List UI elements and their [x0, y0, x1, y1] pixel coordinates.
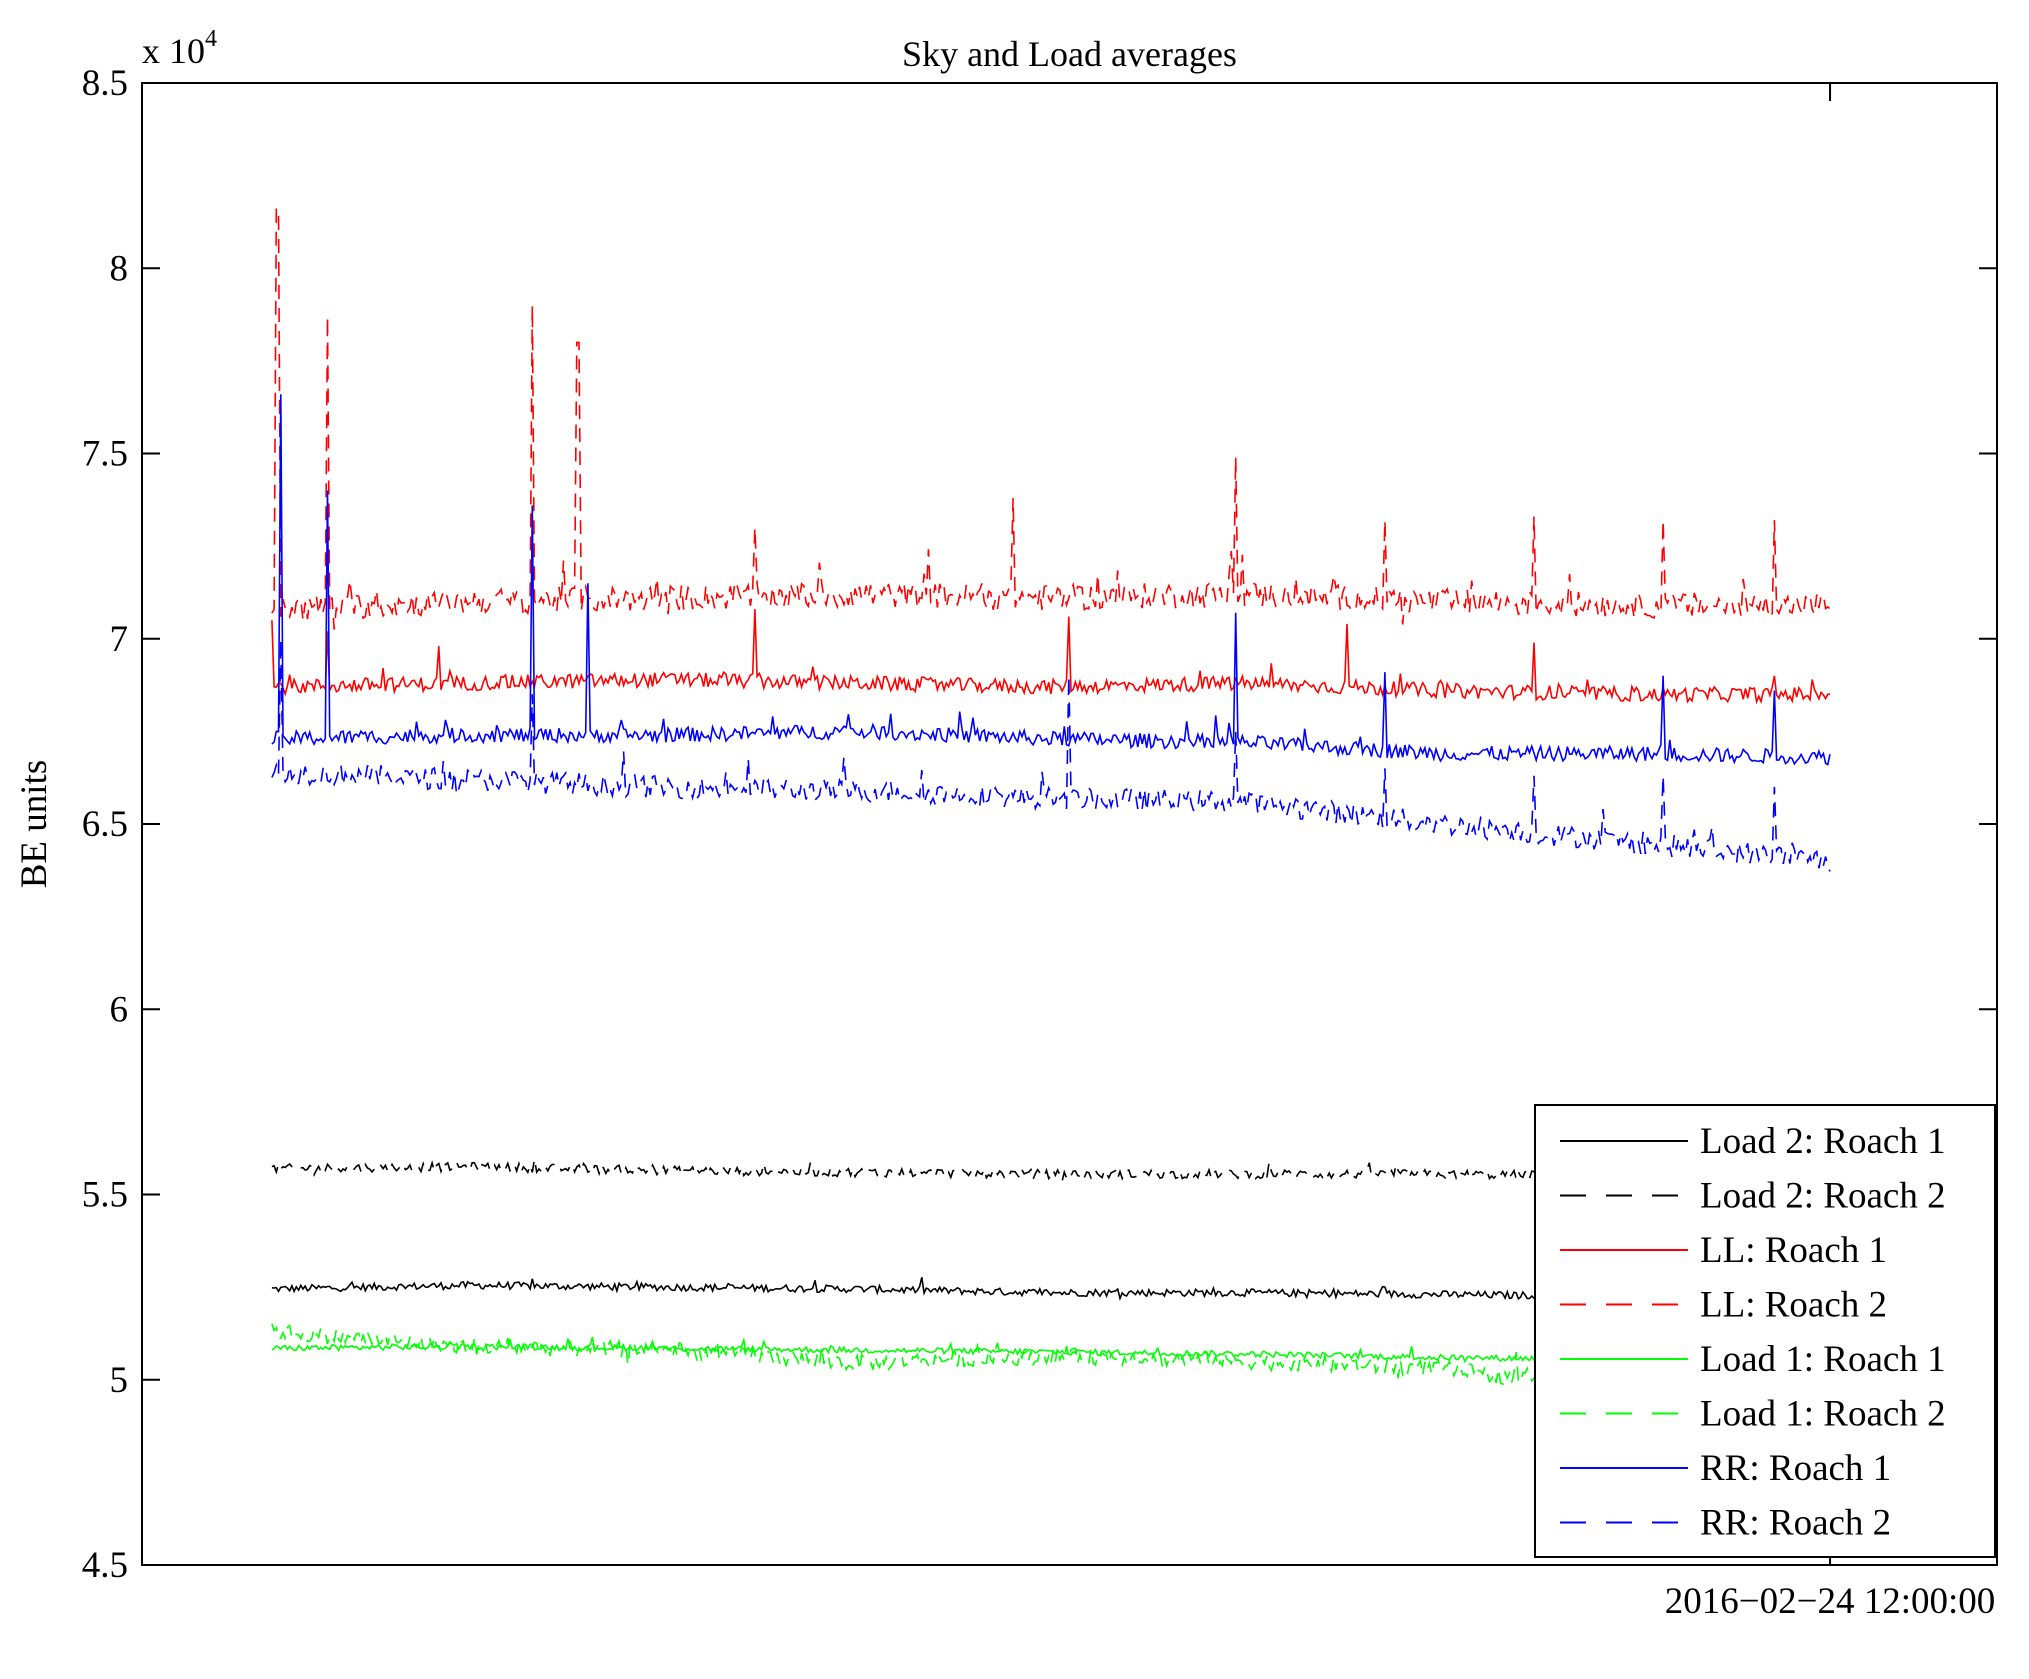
y-tick-label: 5.5	[82, 1175, 128, 1216]
y-tick-label: 6.5	[82, 804, 128, 845]
legend-label-3: LL: Roach 1	[1700, 1230, 1887, 1271]
y-tick-label: 6	[110, 989, 129, 1030]
chart-title: Sky and Load averages	[902, 34, 1237, 74]
legend-label-8: RR: Roach 2	[1700, 1503, 1891, 1544]
legend-label-4: LL: Roach 2	[1700, 1285, 1887, 1326]
ticks-layer: 4.5 5 5.5 6 6.5 7 7.5 8 8.5 2016−02−24 12:00:00	[82, 63, 1997, 1622]
y-axis-label: BE units	[14, 760, 55, 889]
legend-label-5: Load 1: Roach 1	[1700, 1339, 1946, 1380]
series-line-8	[271, 638, 1831, 872]
y-exponent-label: x 104	[142, 26, 217, 71]
series-line-3	[271, 609, 1831, 705]
y-tick-label: 5	[110, 1360, 129, 1401]
legend-label-7: RR: Roach 1	[1700, 1448, 1891, 1489]
legend-box	[1534, 1104, 1996, 1558]
series-line-7	[271, 394, 1831, 766]
legend-label-1: Load 2: Roach 1	[1700, 1121, 1946, 1162]
legend-label-2: Load 2: Roach 2	[1700, 1176, 1946, 1217]
x-tick-label: 2016−02−24 12:00:00	[1665, 1581, 1996, 1622]
series-line-4	[271, 208, 1831, 630]
y-tick-label: 4.5	[82, 1545, 128, 1586]
y-exponent-base: x 10	[142, 31, 205, 71]
y-exponent-power: 4	[205, 26, 217, 52]
y-tick-label: 7	[110, 619, 129, 660]
legend-label-6: Load 1: Roach 2	[1700, 1394, 1946, 1435]
y-tick-label: 8	[110, 248, 129, 289]
y-tick-label: 8.5	[82, 63, 128, 104]
legend: Load 2: Roach 1 Load 2: Roach 2 LL: Roach …	[1534, 1104, 1996, 1558]
y-tick-label: 7.5	[82, 434, 128, 475]
